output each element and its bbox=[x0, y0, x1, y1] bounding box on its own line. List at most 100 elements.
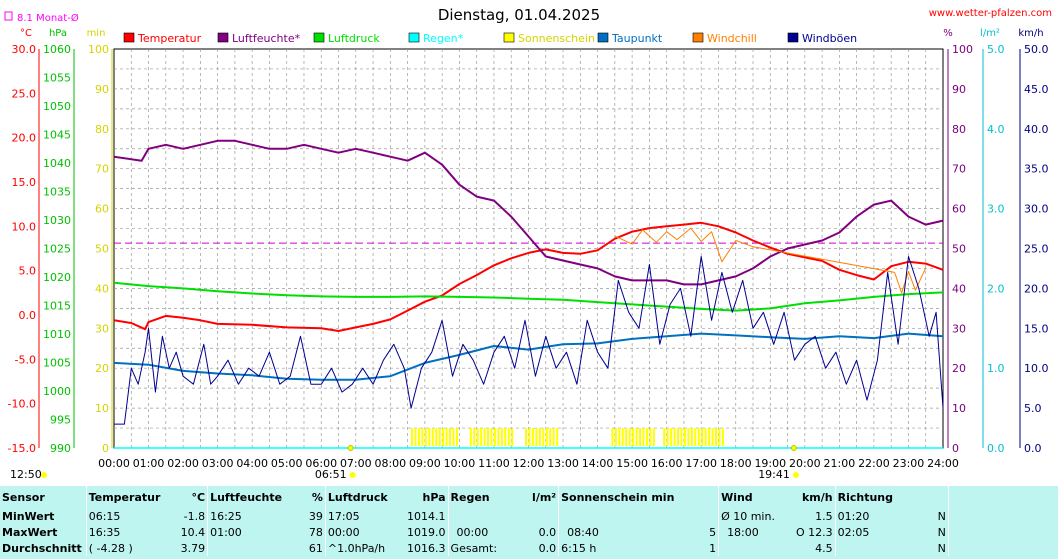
legend-swatch bbox=[408, 32, 420, 43]
legend-label: Temperatur bbox=[137, 32, 202, 45]
sunset-icon bbox=[792, 472, 799, 478]
x-tick-label: 02:00 bbox=[167, 457, 199, 470]
sunrise-label: 06:51 bbox=[315, 468, 347, 481]
sunshine-bar bbox=[469, 428, 472, 446]
sunrise-icon bbox=[349, 472, 356, 478]
legend-swatch bbox=[503, 32, 515, 43]
axis-unit-pressure: hPa bbox=[49, 28, 67, 39]
sunshine-bar bbox=[708, 428, 711, 446]
x-tick-label: 06:00 bbox=[305, 457, 337, 470]
grid bbox=[113, 48, 944, 449]
axis-tick-rain: 3.0 bbox=[987, 203, 1005, 216]
x-tick-label: 17:00 bbox=[685, 457, 717, 470]
sunshine-bar bbox=[552, 428, 555, 446]
sunshine-bar bbox=[701, 428, 704, 446]
x-tick-label: 11:00 bbox=[478, 457, 510, 470]
sunshine-bar bbox=[683, 428, 686, 446]
site-link[interactable]: www.wetter-pfalzen.com bbox=[929, 8, 1052, 19]
hdr-sun: Sonnenschein min bbox=[558, 486, 677, 508]
axis-tick-humidity: 20 bbox=[952, 362, 966, 375]
axis-tick-wind: 25.0 bbox=[1024, 243, 1049, 256]
sunshine-bar bbox=[718, 428, 721, 446]
axis-tick-temperature: -15.0 bbox=[8, 442, 36, 455]
x-tick-label: 18:00 bbox=[720, 457, 752, 470]
axis-tick-wind: 40.0 bbox=[1024, 123, 1049, 136]
axis-tick-minutes: 30 bbox=[95, 322, 109, 335]
axis-tick-humidity: 80 bbox=[952, 123, 966, 136]
hdr-rain-unit: l/m² bbox=[532, 490, 557, 504]
axis-tick-pressure: 995 bbox=[50, 414, 71, 427]
x-tick-label: 16:00 bbox=[651, 457, 683, 470]
axis-tick-temperature: 30.0 bbox=[12, 43, 37, 56]
hdr-press-unit: hPa bbox=[422, 490, 446, 504]
legend-label: Luftfeuchte* bbox=[232, 32, 301, 45]
axis-tick-pressure: 990 bbox=[50, 442, 71, 455]
cell bbox=[207, 540, 285, 556]
cell: 3.79 bbox=[180, 541, 206, 555]
axis-tick-wind: 30.0 bbox=[1024, 203, 1049, 216]
cell: 16:25 bbox=[207, 508, 285, 524]
hdr-hum: Luftfeuchte bbox=[207, 486, 285, 508]
legend-label: Windchill bbox=[707, 32, 757, 45]
sunshine-bar bbox=[652, 428, 655, 446]
sunshine-bar bbox=[697, 428, 700, 446]
cell: Gesamt: bbox=[447, 540, 511, 556]
cell: 78 bbox=[308, 525, 323, 539]
sunrise-marker bbox=[347, 445, 354, 451]
cell: 06:15 bbox=[85, 508, 163, 524]
stats-table: Sensor Temperatur °C Luftfeuchte % Luftd… bbox=[0, 486, 1058, 559]
x-tick-label: 10:00 bbox=[444, 457, 476, 470]
axis-tick-humidity: 10 bbox=[952, 402, 966, 415]
sunshine-bar bbox=[411, 428, 414, 446]
axis-tick-pressure: 1010 bbox=[43, 328, 71, 341]
axis-tick-humidity: 90 bbox=[952, 83, 966, 96]
axis-tick-humidity: 60 bbox=[952, 203, 966, 216]
x-tick-label: 19:00 bbox=[754, 457, 786, 470]
axis-unit-minutes: min bbox=[87, 28, 106, 39]
axis-tick-temperature: 20.0 bbox=[12, 132, 37, 145]
axis-unit-wind: km/h bbox=[1018, 28, 1043, 39]
sunshine-bar bbox=[490, 428, 493, 446]
legend-label: Sonnenschein bbox=[518, 32, 595, 45]
axis-unit-temperature: °C bbox=[20, 28, 32, 39]
sunshine-bar bbox=[694, 428, 697, 446]
axis-tick-pressure: 1060 bbox=[43, 43, 71, 56]
cell bbox=[718, 540, 779, 556]
sunshine-bar bbox=[614, 428, 617, 446]
table-row: Durchschnitt ( -4.28 ) 3.79 61 ^1.0hPa/h… bbox=[0, 540, 1058, 556]
sunshine-bar bbox=[525, 428, 528, 446]
sunshine-bar bbox=[611, 428, 614, 446]
cell: 00:00 bbox=[447, 524, 511, 540]
axis-tick-temperature: 0.0 bbox=[19, 309, 37, 322]
sunshine-bar bbox=[473, 428, 476, 446]
sunshine-bar bbox=[632, 428, 635, 446]
x-tick-label: 07:00 bbox=[340, 457, 372, 470]
sunshine-bar bbox=[442, 428, 445, 446]
axis-tick-rain: 5.0 bbox=[987, 43, 1005, 56]
table-row: MaxWert 16:35 10.4 01:00 78 00:00 1019.0… bbox=[0, 524, 1058, 540]
sunshine-bar bbox=[424, 428, 427, 446]
x-tick-label: 13:00 bbox=[547, 457, 579, 470]
cell: 01:20 bbox=[834, 508, 914, 524]
axis-tick-minutes: 70 bbox=[95, 163, 109, 176]
table-header-row: Sensor Temperatur °C Luftfeuchte % Luftd… bbox=[0, 486, 1058, 508]
series-line bbox=[113, 221, 944, 332]
cell: O 12.3 bbox=[795, 525, 833, 539]
axis-tick-pressure: 1040 bbox=[43, 157, 71, 170]
hdr-press: Luftdruck bbox=[324, 486, 390, 508]
cell: 17:05 bbox=[324, 508, 390, 524]
axis-tick-pressure: 1050 bbox=[43, 100, 71, 113]
cell: 6:15 h bbox=[558, 540, 677, 556]
sunshine-bar bbox=[625, 428, 628, 446]
cell: N bbox=[937, 525, 946, 539]
cell: 1014.1 bbox=[407, 509, 446, 523]
axis-tick-humidity: 50 bbox=[952, 243, 966, 256]
axis-tick-minutes: 80 bbox=[95, 123, 109, 136]
axis-tick-wind: 5.0 bbox=[1024, 402, 1042, 415]
axis-tick-wind: 35.0 bbox=[1024, 163, 1049, 176]
axis-tick-minutes: 10 bbox=[95, 402, 109, 415]
axis-tick-minutes: 50 bbox=[95, 243, 109, 256]
cell: 1 bbox=[709, 541, 717, 555]
legend-label: Regen* bbox=[423, 32, 464, 45]
axis-tick-humidity: 40 bbox=[952, 282, 966, 295]
